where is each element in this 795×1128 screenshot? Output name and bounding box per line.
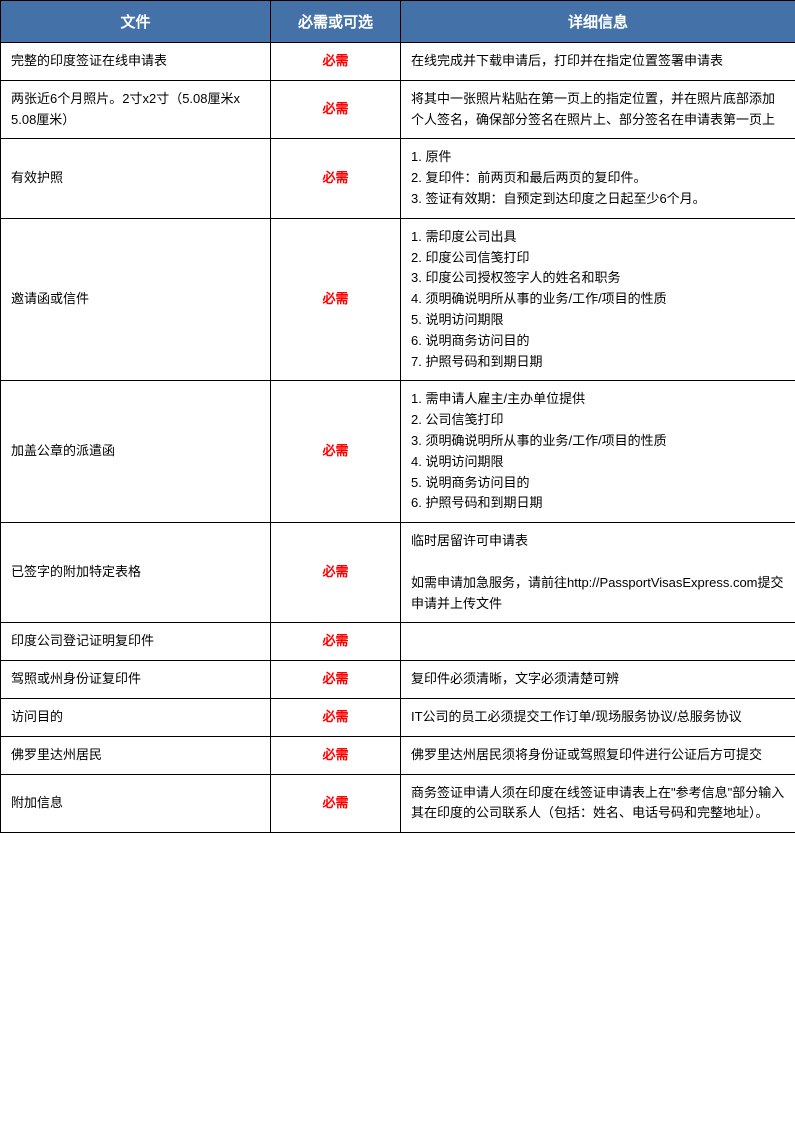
header-details: 详细信息 — [401, 1, 795, 43]
cell-details: 商务签证申请人须在印度在线签证申请表上在"参考信息"部分输入其在印度的公司联系人… — [401, 774, 795, 833]
documents-table: 文件 必需或可选 详细信息 完整的印度签证在线申请表必需在线完成并下载申请后，打… — [0, 0, 795, 833]
cell-document: 访问目的 — [1, 698, 271, 736]
cell-details: 临时居留许可申请表如需申请加急服务，请前往http://PassportVisa… — [401, 523, 795, 623]
required-label: 必需 — [322, 564, 348, 579]
table-row: 已签字的附加特定表格 必需 临时居留许可申请表如需申请加急服务，请前往http://… — [1, 523, 795, 623]
cell-required: 必需 — [271, 736, 401, 774]
cell-required: 必需 — [271, 381, 401, 523]
cell-document: 印度公司登记证明复印件 — [1, 623, 271, 661]
cell-details: 将其中一张照片粘贴在第一页上的指定位置，并在照片底部添加个人签名，确保部分签名在… — [401, 80, 795, 139]
cell-required: 必需 — [271, 43, 401, 81]
table-row: 两张近6个月照片。2寸x2寸（5.08厘米x 5.08厘米） 必需 将其中一张照片粘… — [1, 80, 795, 139]
cell-details: 1. 原件2. 复印件：前两页和最后两页的复印件。3. 签证有效期：自预定到达印… — [401, 139, 795, 218]
cell-required: 必需 — [271, 698, 401, 736]
required-label: 必需 — [322, 671, 348, 686]
cell-document: 两张近6个月照片。2寸x2寸（5.08厘米x 5.08厘米） — [1, 80, 271, 139]
table-row: 访问目的 必需 IT公司的员工必须提交工作订单/现场服务协议/总服务协议 — [1, 698, 795, 736]
cell-details: 在线完成并下载申请后，打印并在指定位置签署申请表 — [401, 43, 795, 81]
cell-required: 必需 — [271, 623, 401, 661]
cell-document: 已签字的附加特定表格 — [1, 523, 271, 623]
cell-details: 佛罗里达州居民须将身份证或驾照复印件进行公证后方可提交 — [401, 736, 795, 774]
required-label: 必需 — [322, 291, 348, 306]
cell-required: 必需 — [271, 139, 401, 218]
table-row: 完整的印度签证在线申请表 必需 在线完成并下载申请后，打印并在指定位置签署申请表 — [1, 43, 795, 81]
table-row: 印度公司登记证明复印件 必需 — [1, 623, 795, 661]
table-row: 加盖公章的派遣函 必需 1. 需申请人雇主/主办单位提供2. 公司信笺打印3. 须明… — [1, 381, 795, 523]
cell-document: 佛罗里达州居民 — [1, 736, 271, 774]
required-label: 必需 — [322, 53, 348, 68]
cell-document: 有效护照 — [1, 139, 271, 218]
cell-details: 1. 需印度公司出具2. 印度公司信笺打印3. 印度公司授权签字人的姓名和职务4… — [401, 218, 795, 381]
cell-document: 完整的印度签证在线申请表 — [1, 43, 271, 81]
required-label: 必需 — [322, 633, 348, 648]
cell-details: 复印件必须清晰，文字必须清楚可辨 — [401, 661, 795, 699]
cell-required: 必需 — [271, 218, 401, 381]
cell-details: 1. 需申请人雇主/主办单位提供2. 公司信笺打印3. 须明确说明所从事的业务/… — [401, 381, 795, 523]
cell-document: 邀请函或信件 — [1, 218, 271, 381]
cell-required: 必需 — [271, 80, 401, 139]
table-row: 驾照或州身份证复印件 必需 复印件必须清晰，文字必须清楚可辨 — [1, 661, 795, 699]
table-row: 附加信息 必需 商务签证申请人须在印度在线签证申请表上在"参考信息"部分输入其在印度… — [1, 774, 795, 833]
required-label: 必需 — [322, 170, 348, 185]
table-header-row: 文件 必需或可选 详细信息 — [1, 1, 795, 43]
cell-details: IT公司的员工必须提交工作订单/现场服务协议/总服务协议 — [401, 698, 795, 736]
header-required: 必需或可选 — [271, 1, 401, 43]
table-row: 邀请函或信件 必需 1. 需印度公司出具2. 印度公司信笺打印3. 印度公司授权签字… — [1, 218, 795, 381]
required-label: 必需 — [322, 101, 348, 116]
cell-document: 加盖公章的派遣函 — [1, 381, 271, 523]
table-row: 有效护照 必需 1. 原件2. 复印件：前两页和最后两页的复印件。3. 签证有效期：… — [1, 139, 795, 218]
cell-details — [401, 623, 795, 661]
table-row: 佛罗里达州居民 必需 佛罗里达州居民须将身份证或驾照复印件进行公证后方可提交 — [1, 736, 795, 774]
required-label: 必需 — [322, 795, 348, 810]
cell-required: 必需 — [271, 774, 401, 833]
cell-required: 必需 — [271, 661, 401, 699]
required-label: 必需 — [322, 443, 348, 458]
header-document: 文件 — [1, 1, 271, 43]
cell-required: 必需 — [271, 523, 401, 623]
cell-document: 附加信息 — [1, 774, 271, 833]
cell-document: 驾照或州身份证复印件 — [1, 661, 271, 699]
required-label: 必需 — [322, 747, 348, 762]
required-label: 必需 — [322, 709, 348, 724]
